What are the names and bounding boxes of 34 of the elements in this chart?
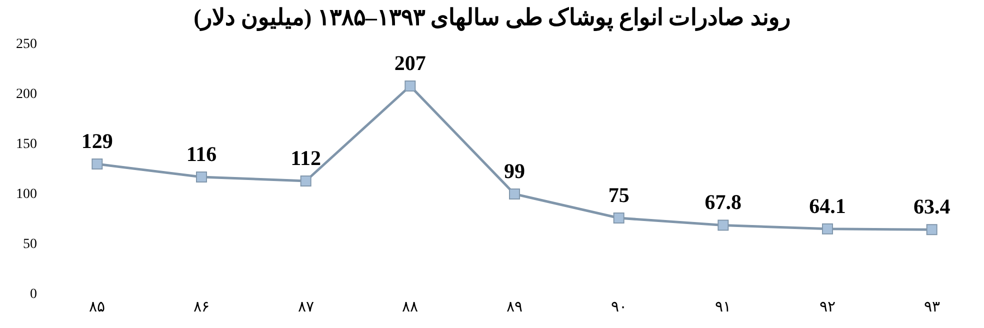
data-label: 63.4	[913, 194, 951, 219]
x-tick-label: ۹۲	[820, 300, 836, 316]
point	[613, 212, 624, 224]
data-label: 64.1	[809, 194, 846, 218]
y-tick-label: 200	[16, 86, 37, 102]
data-label: 129	[81, 129, 113, 153]
data-label: 67.8	[704, 190, 742, 214]
x-tick-label: ۸۹	[506, 300, 522, 316]
point	[196, 172, 207, 182]
x-tick-label: ۸۵	[89, 300, 106, 316]
chart-title: روند صادرات انواع پوشاک طی سالهای ۱۳۹۳–۱۳۸۵ (میلیون دلار)	[192, 4, 792, 34]
point	[92, 158, 103, 170]
y-tick-label: 250	[16, 36, 37, 52]
data-label: 112	[290, 146, 322, 170]
point	[926, 224, 938, 236]
data-label: 116	[186, 142, 217, 166]
x-tick-label: ۸۷	[298, 300, 314, 316]
data-label: 207	[394, 51, 426, 75]
y-tick-label: 150	[16, 136, 37, 152]
x-tick-label: ۹۳	[924, 300, 940, 316]
data-label: 99	[504, 159, 525, 183]
point	[718, 220, 729, 231]
point	[509, 188, 520, 200]
data-label: 75	[608, 183, 630, 207]
y-tick-label: 100	[16, 186, 37, 202]
y-tick-label: 50	[23, 236, 37, 252]
y-tick-label: 0	[30, 286, 37, 302]
point	[822, 223, 833, 234]
x-tick-label: ۹۱	[715, 300, 732, 316]
x-tick-label: ۸۸	[402, 300, 418, 316]
point	[404, 80, 416, 92]
point	[300, 176, 312, 186]
x-tick-label: ۹۰	[610, 300, 627, 316]
x-tick-label: ۸۶	[194, 300, 210, 316]
